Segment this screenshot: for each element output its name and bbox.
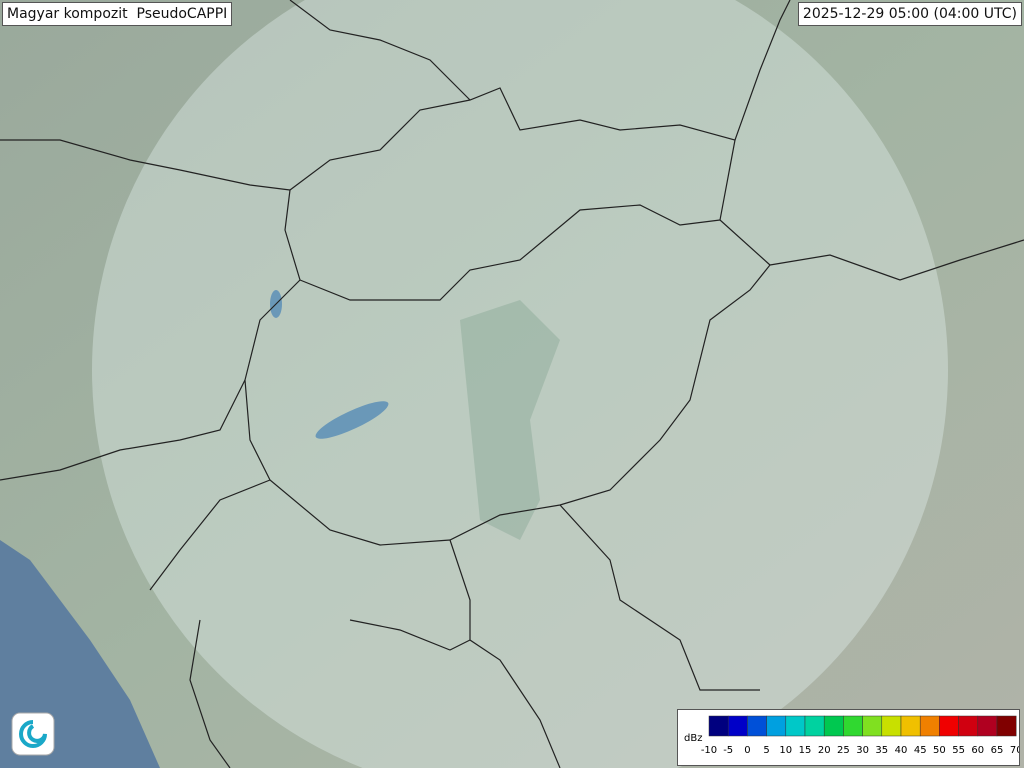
scale-label: 25 bbox=[837, 745, 850, 756]
timestamp: 2025-12-29 05:00 (04:00 UTC) bbox=[797, 2, 1022, 26]
scale-label: 50 bbox=[933, 745, 946, 756]
scale-label: -10 bbox=[701, 745, 717, 756]
scale-label: 45 bbox=[914, 745, 927, 756]
scale-label: 70 bbox=[1010, 745, 1019, 756]
color-box bbox=[900, 715, 921, 737]
scale-label: 15 bbox=[799, 745, 812, 756]
color-box bbox=[977, 715, 998, 737]
color-box bbox=[843, 715, 863, 737]
scale-label: 55 bbox=[952, 745, 965, 756]
title: Magyar kompozit PseudoCAPPI bbox=[2, 2, 233, 26]
color-box bbox=[766, 715, 787, 737]
scale-label: 20 bbox=[818, 745, 831, 756]
color-box bbox=[939, 715, 959, 737]
color-box bbox=[785, 715, 806, 737]
scale-label: 30 bbox=[856, 745, 869, 756]
scale-label: 35 bbox=[875, 745, 888, 756]
color-box bbox=[862, 715, 883, 737]
logo bbox=[11, 712, 55, 756]
legend: dBz -10 -5 0 5 10 15 20 25 30 35 40 45 50 55 60 65 70 bbox=[677, 709, 1023, 766]
color-box bbox=[727, 715, 748, 737]
color-box bbox=[804, 715, 825, 737]
scale-label: 65 bbox=[991, 745, 1004, 756]
color-box bbox=[881, 715, 902, 737]
color-box bbox=[996, 715, 1017, 737]
color-box bbox=[823, 715, 844, 737]
color-box bbox=[747, 715, 767, 737]
color-box bbox=[708, 715, 729, 737]
scale-label: 0 bbox=[744, 745, 750, 756]
scale-label: 10 bbox=[779, 745, 792, 756]
scale-label: -5 bbox=[723, 745, 733, 756]
color-box bbox=[919, 715, 940, 737]
lake bbox=[315, 401, 389, 439]
legend-unit: dBz bbox=[684, 733, 702, 744]
sea bbox=[0, 540, 160, 768]
scale-label: 40 bbox=[895, 745, 908, 756]
scale-label: 60 bbox=[971, 745, 984, 756]
scale-label: 5 bbox=[763, 745, 769, 756]
color-box bbox=[958, 715, 979, 737]
legend-scale: dBz -10 -5 0 5 10 15 20 25 30 35 40 45 50 55 60 65 70 bbox=[684, 715, 1023, 756]
plain bbox=[460, 300, 560, 540]
